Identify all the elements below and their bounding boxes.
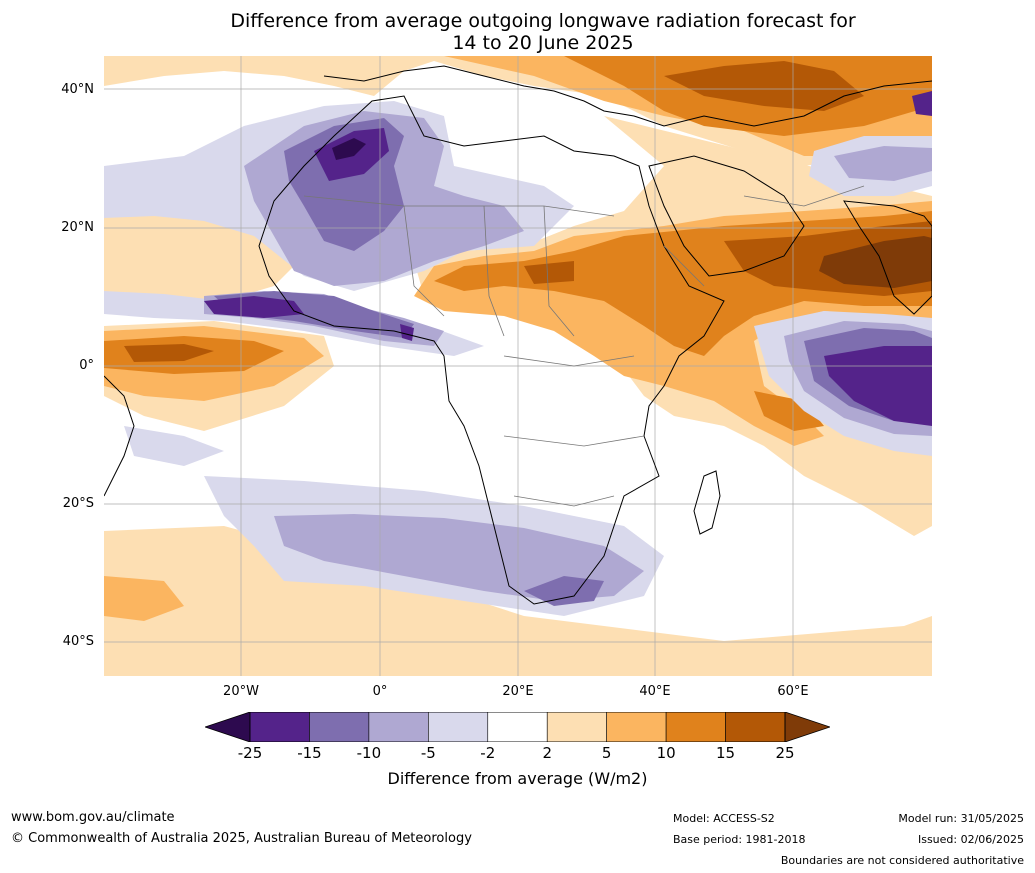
footer-base-period: Base period: 1981-2018: [673, 833, 806, 846]
lon-label-20e: 20°E: [502, 684, 534, 699]
colorbar-segment: [249, 712, 310, 742]
colorbar-tick-label: 5: [601, 744, 612, 762]
colorbar-segment: [428, 712, 489, 742]
lon-label-0: 0°: [372, 684, 388, 699]
lon-label-60e: 60°E: [777, 684, 809, 699]
lat-label-40s: 40°S: [62, 634, 94, 649]
colorbar-segment: [487, 712, 548, 742]
colorbar-tick-label: -10: [356, 744, 382, 762]
coastlines: [104, 65, 932, 605]
lat-label-40n: 40°N: [61, 82, 94, 97]
footer-url[interactable]: www.bom.gov.au/climate: [11, 810, 175, 825]
colorbar-tick-label: 25: [775, 744, 795, 762]
colorbar-segment: [665, 712, 726, 742]
colorbar-tick-label: -2: [480, 744, 496, 762]
lat-label-20s: 20°S: [62, 496, 94, 511]
footer-issued: Issued: 02/06/2025: [917, 833, 1024, 846]
anomaly-fill-above-25: [819, 236, 932, 288]
graticule: [104, 56, 932, 676]
title-line-1: Difference from average outgoing longwav…: [230, 10, 856, 32]
footer-model: Model: ACCESS-S2: [673, 812, 775, 825]
colorbar-segment: [309, 712, 370, 742]
anomaly-fill-below-minus-25: [332, 138, 366, 160]
olr-anomaly-map: [104, 56, 932, 676]
colorbar-tick-label: 15: [716, 744, 736, 762]
lon-label-20w: 20°W: [223, 684, 259, 699]
title-line-2: 14 to 20 June 2025: [452, 32, 634, 54]
colorbar-segment: [725, 712, 786, 742]
footer-disclaimer: Boundaries are not considered authoritat…: [780, 854, 1024, 867]
country-borders: [303, 185, 865, 507]
colorbar-segment: [546, 712, 607, 742]
colorbar-tick-label: -15: [297, 744, 322, 762]
map-title: Difference from average outgoing longwav…: [0, 10, 1035, 54]
colorbar: [205, 712, 830, 742]
colorbar-extend-low: [205, 712, 251, 742]
lat-label-0: 0°: [79, 358, 94, 373]
colorbar-segment: [606, 712, 667, 742]
colorbar-extend-high: [784, 712, 830, 742]
lat-label-20n: 20°N: [61, 220, 94, 235]
footer-model-run: Model run: 31/05/2025: [898, 812, 1024, 825]
lon-label-40e: 40°E: [639, 684, 671, 699]
footer-copyright: © Commonwealth of Australia 2025, Austra…: [11, 831, 472, 846]
colorbar-tick-label: 2: [542, 744, 552, 762]
colorbar-tick-label: -5: [420, 744, 436, 762]
colorbar-tick-label: -25: [237, 744, 263, 762]
colorbar-segment: [368, 712, 429, 742]
colorbar-label: Difference from average (W/m2): [387, 769, 648, 788]
colorbar-tick-label: 10: [656, 744, 676, 762]
